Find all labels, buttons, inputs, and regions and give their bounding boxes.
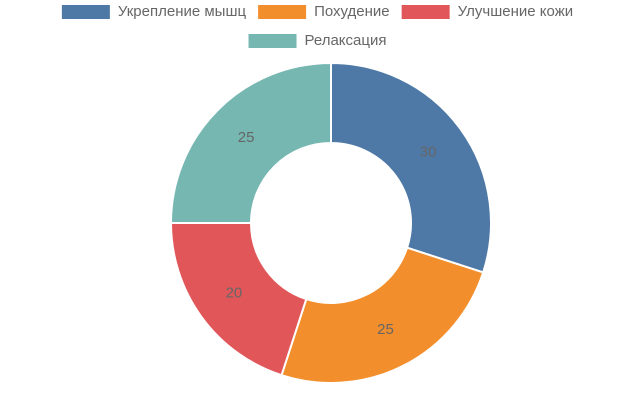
donut-slice	[330, 61, 492, 274]
value-label: 25	[377, 321, 394, 338]
value-label: 20	[226, 285, 243, 302]
donut-slice	[169, 222, 308, 377]
legend-swatch	[61, 5, 110, 19]
legend-item: Релаксация	[248, 32, 387, 49]
legend-swatch	[248, 34, 297, 48]
value-label: 25	[238, 129, 255, 146]
legend-swatch	[401, 5, 450, 19]
legend-item: Укрепление мышц	[61, 3, 247, 20]
legend-label: Релаксация	[305, 32, 387, 49]
legend-label: Укрепление мышц	[118, 3, 247, 20]
donut-slice	[280, 246, 485, 384]
legend-label: Улучшение кожи	[458, 3, 573, 20]
donut-slice	[169, 61, 332, 224]
legend-item: Улучшение кожи	[401, 3, 573, 20]
legend-item: Похудение	[258, 3, 390, 20]
value-label: 30	[420, 143, 437, 160]
legend-label: Похудение	[314, 3, 390, 20]
legend-swatch	[258, 5, 307, 19]
